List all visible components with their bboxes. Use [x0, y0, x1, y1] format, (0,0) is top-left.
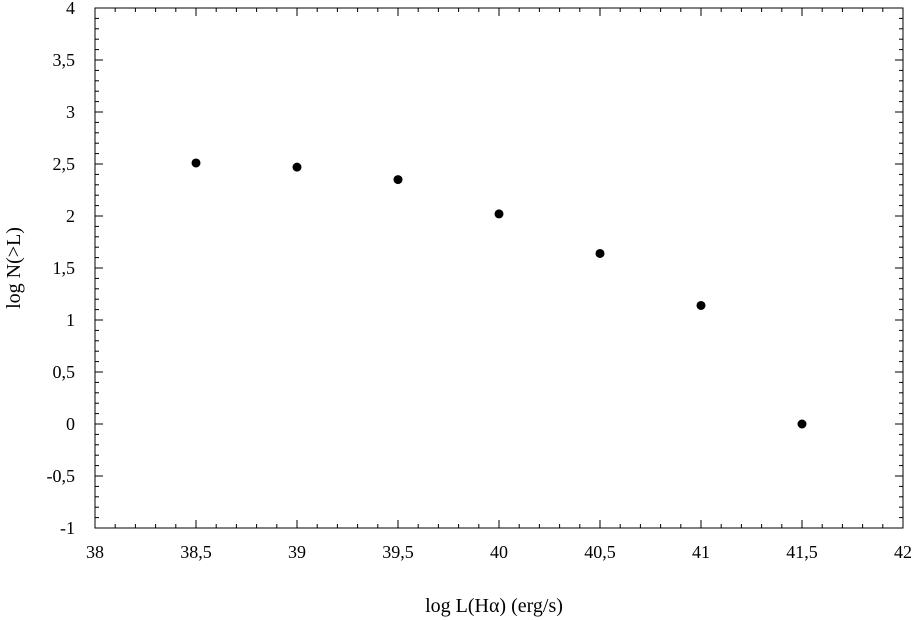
x-tick-label: 40 [490, 542, 508, 562]
x-tick-label: 41,5 [786, 542, 818, 562]
x-tick-label: 39 [288, 542, 306, 562]
x-axis-ticks [94, 8, 904, 528]
data-point [292, 162, 302, 172]
x-axis-tick-labels: 38 38,5 39 39,5 40 40,5 41 41,5 42 [86, 542, 912, 562]
x-tick-label: 41 [692, 542, 710, 562]
x-tick-label: 40,5 [584, 542, 616, 562]
data-point [696, 300, 706, 310]
data-point [797, 419, 807, 429]
data-point [393, 175, 403, 185]
y-tick-label: 1,5 [53, 258, 76, 278]
x-tick-label: 42 [894, 542, 912, 562]
plot-frame [94, 7, 904, 529]
data-points [191, 158, 807, 429]
y-tick-label: 3 [66, 102, 75, 122]
y-tick-label: 2,5 [53, 154, 76, 174]
x-tick-label: 39,5 [382, 542, 414, 562]
y-tick-label: 2 [66, 206, 75, 226]
y-axis-tick-labels: -1 -0,5 0 0,5 1 1,5 2 2,5 3 3,5 4 [47, 0, 76, 538]
y-tick-label: 3,5 [53, 50, 76, 70]
y-tick-label: 0 [66, 414, 75, 434]
y-axis-ticks [95, 7, 903, 529]
x-tick-label: 38,5 [180, 542, 212, 562]
data-point [191, 158, 201, 168]
data-point [494, 209, 504, 219]
y-tick-label: 4 [66, 0, 75, 18]
y-axis-title: log N(>L) [3, 227, 25, 309]
x-tick-label: 38 [86, 542, 104, 562]
x-axis-title: log L(Hα) (erg/s) [425, 595, 563, 617]
y-tick-label: 1 [66, 310, 75, 330]
y-tick-label: 0,5 [53, 362, 76, 382]
data-point [595, 248, 605, 258]
y-tick-label: -0,5 [47, 466, 76, 486]
y-tick-label: -1 [60, 518, 75, 538]
